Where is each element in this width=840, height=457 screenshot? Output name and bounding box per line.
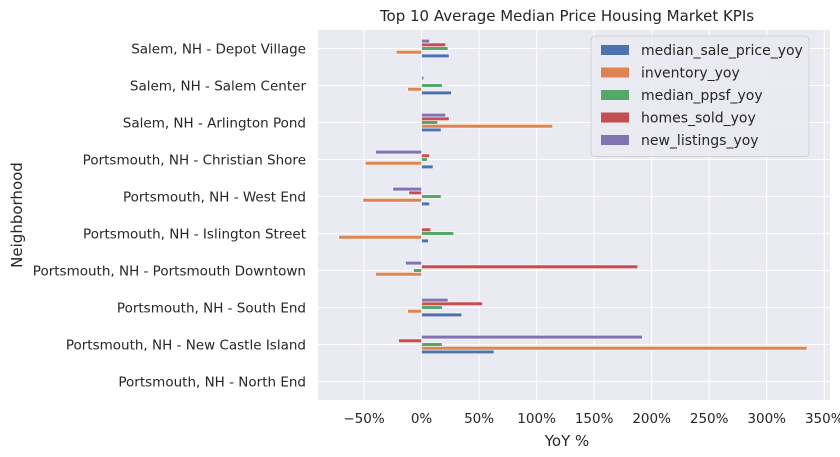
legend-label: inventory_yoy — [641, 66, 740, 82]
bar-new_listings_yoy — [421, 75, 425, 81]
bar-median_sale_price_yoy — [421, 90, 452, 96]
bar-new_listings_yoy — [421, 297, 449, 303]
bar-inventory_yoy — [407, 87, 422, 92]
legend-label: new_listings_yoy — [641, 133, 759, 149]
legend-label: median_sale_price_yoy — [641, 43, 803, 59]
x-tick-label: −50% — [343, 411, 384, 427]
legend-swatch — [601, 90, 629, 100]
x-tick-label: 0% — [411, 411, 433, 427]
y-tick-label: Portsmouth, NH - Christian Shore — [83, 153, 306, 169]
y-tick-label: Portsmouth, NH - Islington Street — [83, 227, 306, 243]
bar-median_sale_price_yoy — [421, 312, 463, 318]
bar-median_ppsf_yoy — [421, 342, 443, 347]
x-axis-ticks: −50% 0% 50% 100% 150% 200% 250% 300% 350% — [343, 411, 840, 427]
y-tick-label: Portsmouth, NH - North End — [118, 375, 306, 391]
bar-median_sale_price_yoy — [421, 201, 430, 207]
legend-swatch — [601, 112, 629, 123]
x-tick-label: 200% — [632, 411, 671, 427]
y-tick-label: Portsmouth, NH - Portsmouth Downtown — [33, 264, 306, 280]
y-tick-label: Portsmouth, NH - South End — [117, 301, 306, 317]
bar-inventory_yoy — [421, 124, 554, 129]
y-tick-label: Portsmouth, NH - West End — [123, 190, 306, 206]
bar-new_listings_yoy — [421, 38, 430, 44]
bar-median_ppsf_yoy — [421, 46, 449, 51]
x-tick-label: 250% — [690, 411, 729, 427]
bar-new_listings_yoy — [405, 260, 422, 266]
bars — [338, 38, 808, 355]
bar-inventory_yoy — [375, 272, 422, 277]
bar-median_ppsf_yoy — [421, 120, 438, 125]
bar-homes_sold_yoy — [421, 264, 639, 269]
bar-median_sale_price_yoy — [421, 127, 442, 133]
bar-homes_sold_yoy — [398, 338, 422, 343]
y-axis-ticks: Portsmouth, NH - North End Portsmouth, NH… — [33, 42, 307, 391]
bar-new_listings_yoy — [421, 334, 643, 340]
bar-median_sale_price_yoy — [421, 53, 450, 59]
y-tick-label: Salem, NH - Arlington Pond — [123, 116, 306, 132]
bar-inventory_yoy — [407, 309, 422, 314]
legend-label: median_ppsf_yoy — [641, 88, 763, 104]
bar-homes_sold_yoy — [408, 190, 422, 195]
bar-median_ppsf_yoy — [421, 157, 428, 162]
x-axis-label: YoY % — [544, 432, 590, 450]
legend-swatch — [601, 135, 629, 145]
legend-frame — [590, 35, 810, 157]
bar-homes_sold_yoy — [421, 301, 483, 306]
y-tick-label: Salem, NH - Depot Village — [131, 42, 306, 58]
bar-inventory_yoy — [364, 161, 422, 166]
chart-title: Top 10 Average Median Price Housing Mark… — [379, 7, 754, 25]
bar-median_ppsf_yoy — [421, 83, 443, 88]
bar-homes_sold_yoy — [421, 42, 447, 47]
bar-median_sale_price_yoy — [421, 238, 429, 244]
legend: median_sale_price_yoy inventory_yoymedian… — [590, 35, 810, 157]
bar-median_ppsf_yoy — [421, 305, 443, 310]
x-tick-label: 100% — [517, 411, 556, 427]
x-tick-label: 350% — [805, 411, 840, 427]
y-axis-label: Neighborhood — [8, 162, 26, 268]
bar-new_listings_yoy — [375, 149, 422, 155]
x-tick-label: 300% — [747, 411, 786, 427]
bar-new_listings_yoy — [421, 112, 447, 118]
bar-homes_sold_yoy — [421, 153, 430, 158]
y-tick-label: Portsmouth, NH - New Castle Island — [66, 338, 306, 354]
bar-inventory_yoy — [338, 235, 422, 240]
bar-inventory_yoy — [421, 346, 808, 351]
bar-homes_sold_yoy — [421, 227, 432, 232]
bar-median_ppsf_yoy — [413, 268, 422, 273]
legend-swatch — [601, 67, 629, 78]
bar-new_listings_yoy — [392, 186, 422, 192]
legend-label: homes_sold_yoy — [641, 111, 756, 127]
bar-median_sale_price_yoy — [421, 164, 434, 170]
bar-homes_sold_yoy — [421, 116, 450, 121]
legend-swatch — [601, 45, 629, 55]
bar-inventory_yoy — [395, 50, 422, 55]
x-tick-label: 150% — [575, 411, 614, 427]
bar-median_ppsf_yoy — [421, 194, 442, 199]
bar-median_sale_price_yoy — [421, 349, 495, 355]
bar-inventory_yoy — [362, 198, 422, 203]
x-tick-label: 50% — [464, 411, 494, 427]
y-tick-label: Salem, NH - Salem Center — [130, 79, 307, 95]
bar-median_ppsf_yoy — [421, 231, 455, 236]
